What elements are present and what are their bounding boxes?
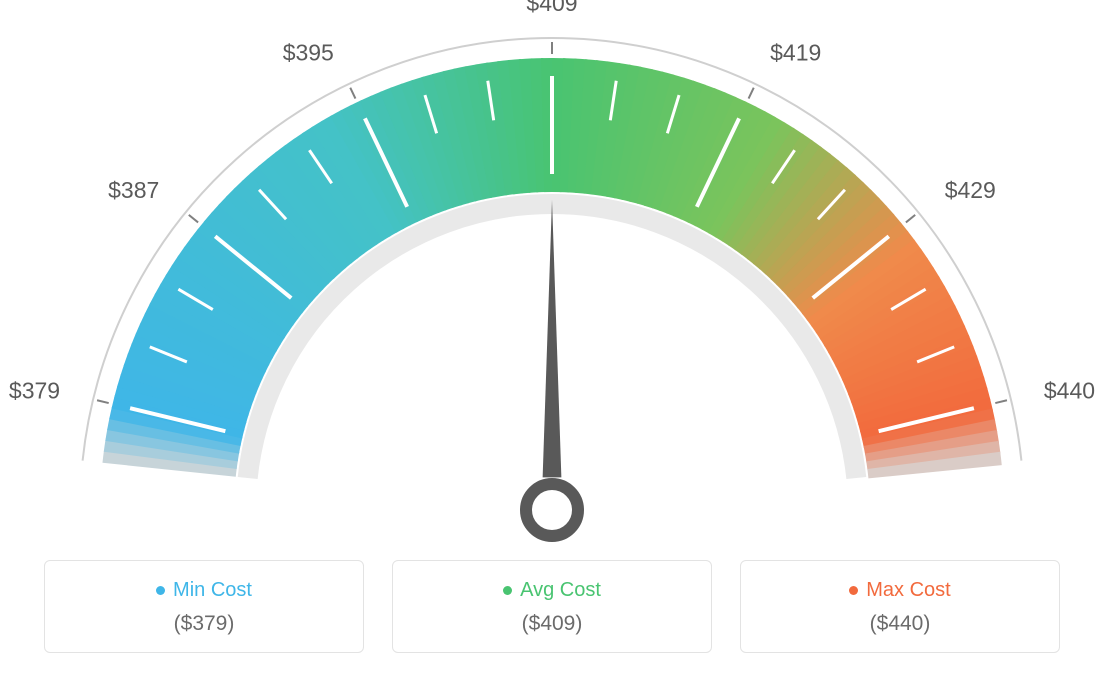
- legend-row: Min Cost ($379) Avg Cost ($409) Max Cost…: [0, 560, 1104, 653]
- legend-dot-avg: [503, 586, 512, 595]
- gauge-tick-label: $387: [108, 177, 159, 203]
- cost-gauge: $379 $387 $395 $409 $419 $429 $440: [0, 0, 1104, 560]
- gauge-outer-tick: [995, 400, 1007, 403]
- gauge-tick-label: $440: [1044, 377, 1095, 403]
- gauge-tick-label: $429: [945, 177, 996, 203]
- legend-label-min: Min Cost: [173, 579, 252, 602]
- legend-label-max: Max Cost: [866, 579, 950, 602]
- legend-card-max: Max Cost ($440): [740, 560, 1060, 653]
- gauge-needle: [543, 200, 562, 477]
- legend-value-max: ($440): [751, 612, 1049, 636]
- legend-dot-min: [156, 586, 165, 595]
- legend-dot-max: [849, 586, 858, 595]
- gauge-tick-label: $379: [9, 377, 60, 403]
- legend-value-min: ($379): [55, 612, 353, 636]
- legend-label-avg: Avg Cost: [520, 579, 601, 602]
- legend-value-avg: ($409): [403, 612, 701, 636]
- gauge-tick-label: $419: [770, 39, 821, 65]
- gauge-outer-tick: [906, 215, 915, 223]
- gauge-tick-label: $409: [526, 0, 577, 16]
- gauge-outer-tick: [97, 400, 109, 403]
- gauge-tick-label: $395: [283, 39, 334, 65]
- legend-card-min: Min Cost ($379): [44, 560, 364, 653]
- gauge-outer-tick: [749, 88, 754, 99]
- gauge-outer-tick: [189, 215, 198, 223]
- gauge-outer-tick: [350, 88, 355, 99]
- gauge-needle-hub: [526, 484, 578, 536]
- legend-card-avg: Avg Cost ($409): [392, 560, 712, 653]
